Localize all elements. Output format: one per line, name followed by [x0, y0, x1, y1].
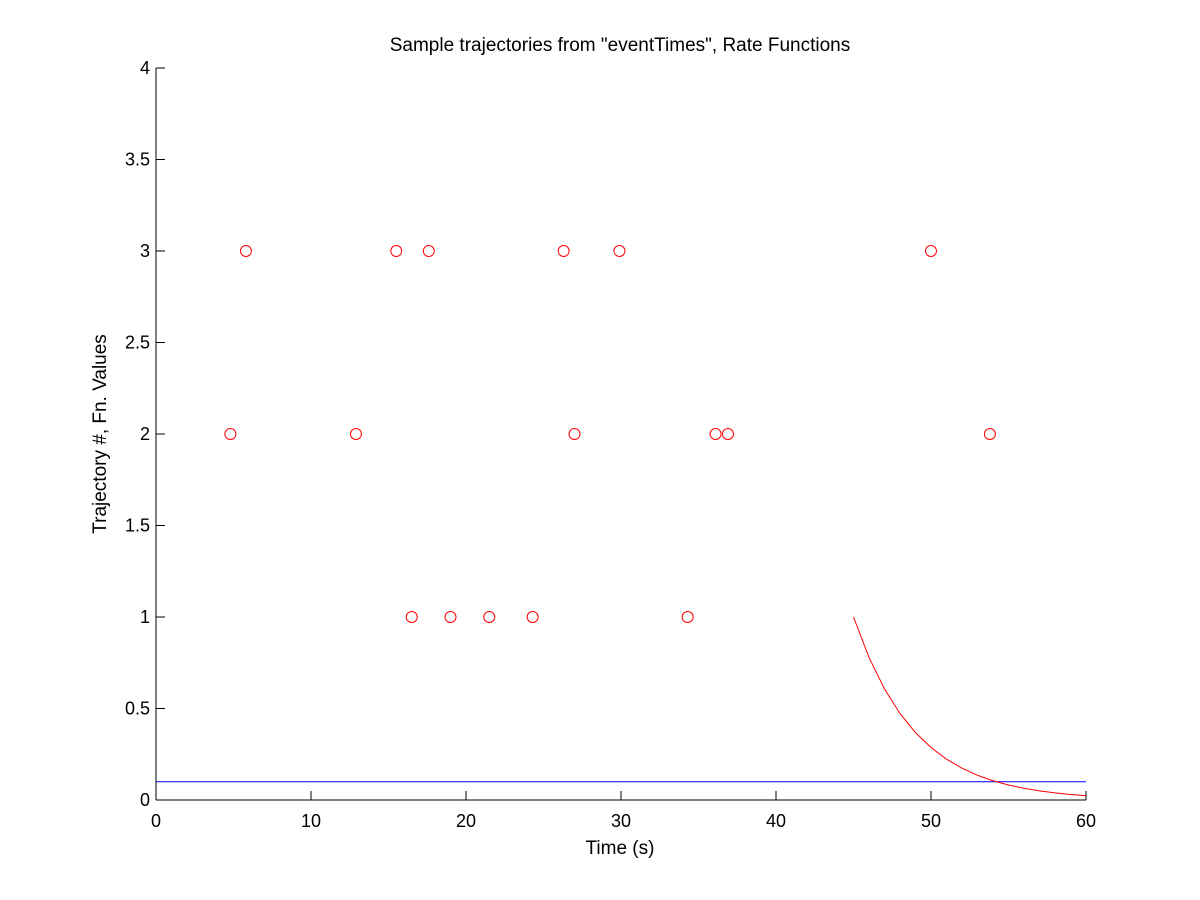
x-tick-label: 30: [611, 811, 631, 831]
data-point: [444, 611, 457, 623]
data-point: [224, 428, 237, 440]
plot-area: [156, 245, 1087, 797]
x-tick-label: 20: [456, 811, 476, 831]
y-tick-label: 0.5: [125, 699, 150, 719]
x-tick-label: 60: [1076, 811, 1096, 831]
data-point: [349, 428, 362, 440]
y-tick-label: 3: [140, 241, 150, 261]
x-axis-label: Time (s): [586, 838, 655, 859]
y-tick-label: 4: [140, 58, 150, 78]
x-tick-label: 10: [301, 811, 321, 831]
data-point: [526, 611, 539, 623]
data-point: [239, 245, 252, 257]
y-tick-label: 3.5: [125, 150, 150, 170]
y-axis-label: Trajectory #, Fn. Values: [90, 334, 111, 534]
data-point: [983, 428, 996, 440]
data-point: [405, 611, 418, 623]
data-point: [613, 245, 626, 257]
y-tick-label: 2.5: [125, 333, 150, 353]
data-point: [925, 245, 937, 257]
y-tick-label: 0: [140, 790, 150, 810]
x-tick-label: 0: [151, 811, 161, 831]
data-point: [557, 245, 570, 257]
y-tick-label: 2: [140, 424, 150, 444]
data-point: [422, 245, 435, 257]
x-tick-label: 50: [921, 811, 941, 831]
y-tick-label: 1: [140, 607, 150, 627]
y-tick-label: 1.5: [125, 516, 150, 536]
data-point: [709, 428, 722, 440]
data-point: [721, 428, 734, 440]
chart-title: Sample trajectories from "eventTimes", R…: [390, 35, 851, 56]
data-point: [483, 611, 496, 623]
series-line: [853, 616, 1087, 797]
data-point: [568, 428, 581, 440]
axes: 0 10 20 30 40 50 60 0 0.5 1 1.5 2 2.5 3 3.5 4: [125, 58, 1096, 831]
data-point: [681, 611, 694, 623]
x-tick-label: 40: [766, 811, 786, 831]
data-point: [390, 245, 403, 257]
